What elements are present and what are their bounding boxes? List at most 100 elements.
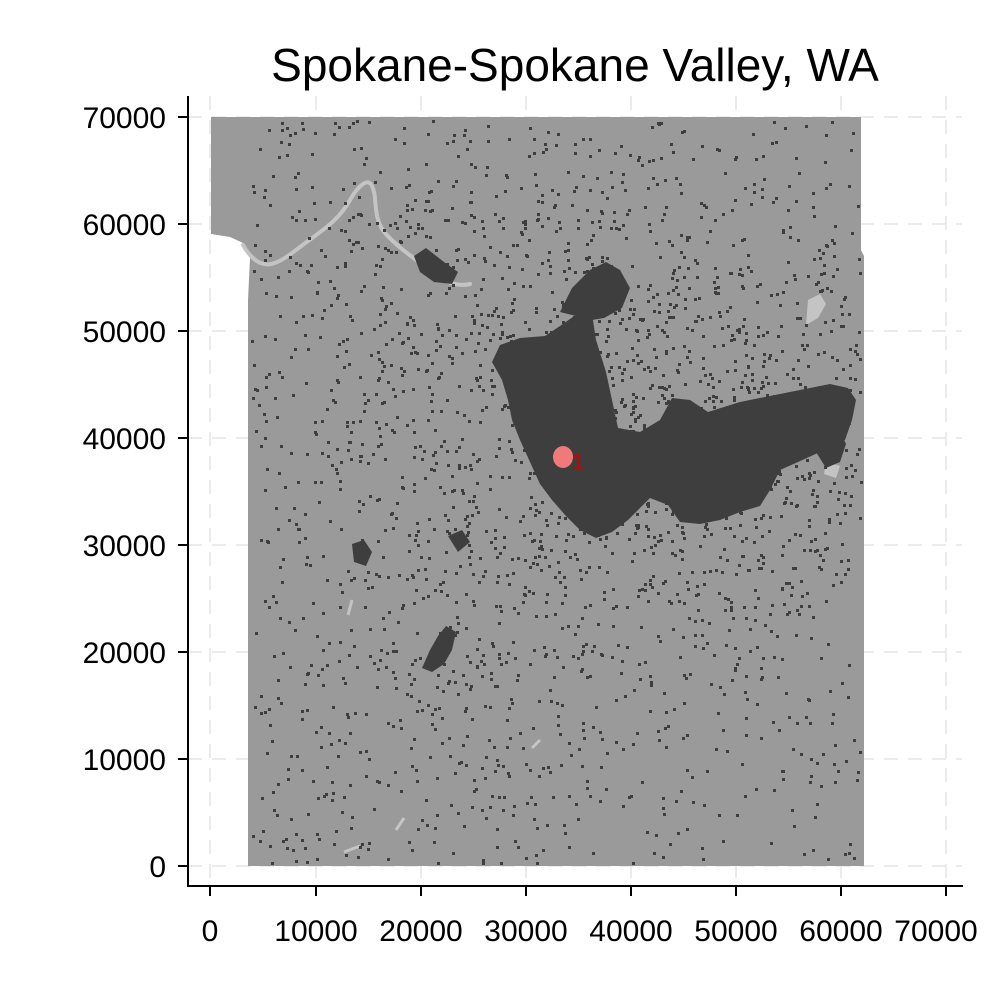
- development-dot: [494, 547, 497, 550]
- development-dot: [498, 438, 501, 441]
- development-dot: [682, 453, 685, 456]
- development-dot: [372, 453, 375, 456]
- development-dot: [747, 366, 750, 369]
- development-dot: [648, 160, 651, 163]
- development-dot: [754, 485, 757, 488]
- development-dot: [803, 478, 806, 481]
- development-dot: [392, 725, 395, 728]
- development-dot: [795, 465, 798, 468]
- development-dot: [669, 843, 672, 846]
- development-dot: [715, 292, 718, 295]
- development-dot: [726, 504, 729, 507]
- development-dot: [642, 456, 645, 459]
- development-dot: [674, 554, 677, 557]
- development-dot: [663, 813, 666, 816]
- development-dot: [357, 213, 360, 216]
- development-dot: [473, 216, 476, 219]
- development-dot: [550, 512, 553, 515]
- development-dot: [552, 796, 555, 799]
- development-dot: [361, 443, 364, 446]
- development-dot: [336, 472, 339, 475]
- development-dot: [507, 772, 510, 775]
- development-dot: [454, 634, 457, 637]
- development-dot: [485, 530, 488, 533]
- development-dot: [844, 853, 847, 856]
- development-dot: [344, 265, 347, 268]
- development-dot: [852, 132, 855, 135]
- development-dot: [756, 301, 759, 304]
- development-dot: [465, 338, 468, 341]
- development-dot: [428, 386, 431, 389]
- development-dot: [347, 716, 350, 719]
- development-dot: [455, 180, 458, 183]
- development-dot: [568, 267, 571, 270]
- development-dot: [322, 612, 325, 615]
- development-dot: [537, 213, 540, 216]
- development-dot: [752, 133, 755, 136]
- development-dot: [503, 546, 506, 549]
- development-dot: [824, 548, 827, 551]
- development-dot: [480, 288, 483, 291]
- development-dot: [584, 606, 587, 609]
- development-dot: [277, 679, 280, 682]
- development-dot: [654, 511, 657, 514]
- development-dot: [544, 556, 547, 559]
- development-dot: [522, 221, 525, 224]
- development-dot: [762, 365, 765, 368]
- development-dot: [662, 856, 665, 859]
- development-dot: [436, 686, 439, 689]
- development-dot: [585, 527, 588, 530]
- development-dot: [377, 245, 380, 248]
- development-dot: [770, 294, 773, 297]
- development-dot: [606, 355, 609, 358]
- development-dot: [601, 256, 604, 259]
- development-dot: [380, 649, 383, 652]
- development-dot: [739, 524, 742, 527]
- development-dot: [402, 604, 405, 607]
- development-dot: [614, 312, 617, 315]
- development-dot: [288, 143, 291, 146]
- development-dot: [618, 469, 621, 472]
- development-dot: [368, 223, 371, 226]
- development-dot: [762, 155, 765, 158]
- development-dot: [766, 331, 769, 334]
- development-dot: [818, 249, 821, 252]
- development-dot: [645, 525, 648, 528]
- development-dot: [406, 693, 409, 696]
- development-dot: [577, 219, 580, 222]
- development-dot: [833, 255, 836, 258]
- development-dot: [687, 588, 690, 591]
- development-dot: [634, 420, 637, 423]
- development-dot: [637, 285, 640, 288]
- water-patch-east: [806, 294, 826, 325]
- development-dot: [458, 467, 461, 470]
- development-dot: [414, 199, 417, 202]
- development-dot: [760, 667, 763, 670]
- development-dot: [472, 573, 475, 576]
- development-dot: [556, 702, 559, 705]
- development-dot: [494, 529, 497, 532]
- development-dot: [545, 653, 548, 656]
- development-dot: [508, 138, 511, 141]
- development-dot: [458, 464, 461, 467]
- development-dot: [734, 199, 737, 202]
- development-dot: [743, 606, 746, 609]
- development-dot: [812, 849, 815, 852]
- development-dot: [610, 366, 613, 369]
- development-dot: [557, 522, 560, 525]
- development-dot: [391, 512, 394, 515]
- development-dot: [809, 781, 812, 784]
- development-dot: [421, 709, 424, 712]
- development-dot: [387, 722, 390, 725]
- development-dot: [447, 219, 450, 222]
- development-dot: [585, 571, 588, 574]
- development-dot: [783, 453, 786, 456]
- city-center-shape: [553, 446, 573, 468]
- development-dot: [670, 406, 673, 409]
- development-dot: [432, 454, 435, 457]
- development-dot: [338, 739, 341, 742]
- development-dot: [779, 304, 782, 307]
- development-dot: [647, 528, 650, 531]
- development-dot: [778, 443, 781, 446]
- y-tick-label-30000: 30000: [83, 530, 166, 563]
